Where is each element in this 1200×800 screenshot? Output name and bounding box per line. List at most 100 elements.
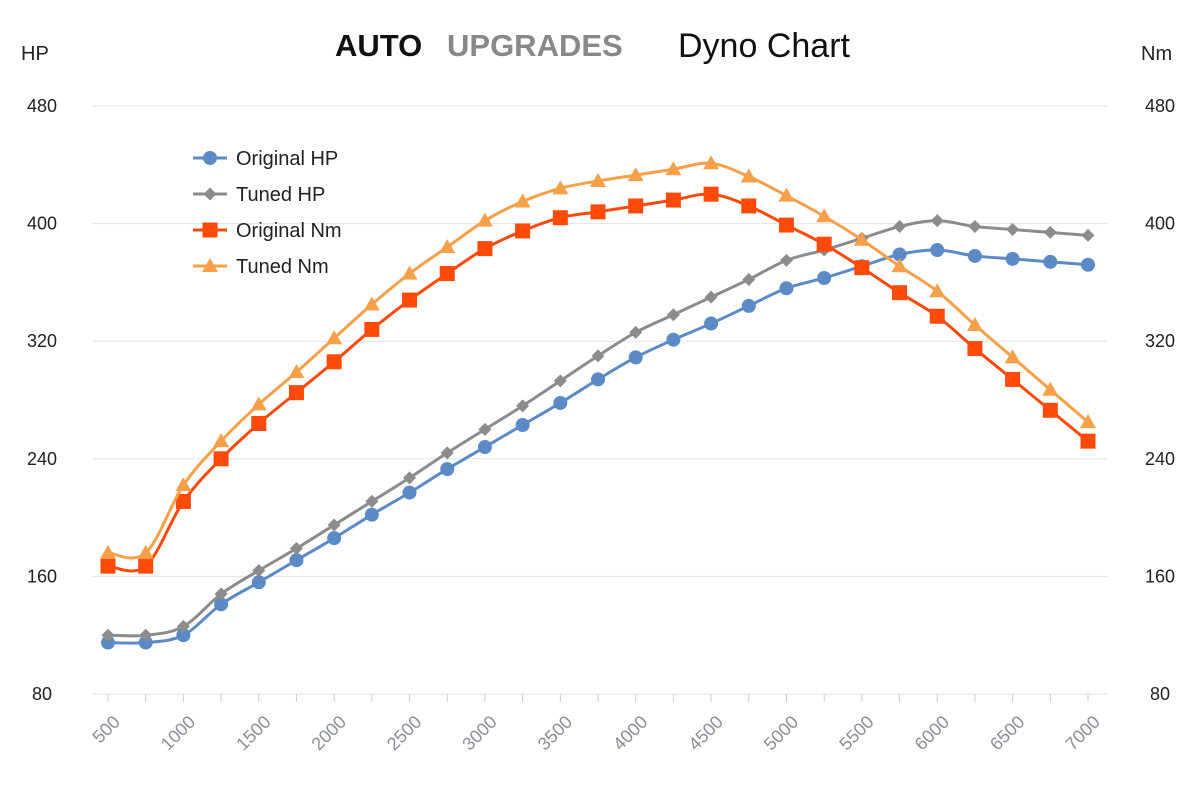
data-point-original-nm [778,217,794,233]
data-point-original-nm [1080,433,1096,449]
y-left-unit-label: HP [21,43,49,65]
x-tick-label: 4500 [684,712,726,754]
y-tick-label-right: 240 [1145,449,1175,469]
data-point-original-hp [101,635,115,650]
data-point-original-hp [477,440,492,455]
data-point-original-nm [100,558,116,574]
data-point-tuned-nm [552,180,569,195]
brand-upgrades: UPGRADES [447,28,623,63]
x-tick-label: 6000 [911,712,953,754]
data-point-original-hp [930,243,945,258]
data-point-original-hp [327,531,342,546]
data-point-original-nm [477,241,493,257]
data-point-original-nm [665,192,681,208]
data-point-original-nm [628,198,644,214]
y-tick-label-left: 240 [27,449,57,469]
x-tick-label: 5500 [835,712,877,754]
data-point-tuned-nm [175,477,192,492]
data-point-original-hp [515,417,530,432]
data-point-tuned-nm [1004,349,1021,364]
data-point-tuned-hp [930,214,944,228]
data-point-original-hp [1081,257,1095,272]
data-point-original-nm [929,308,945,324]
data-point-tuned-nm [740,168,757,183]
data-point-original-nm [138,558,154,574]
y-tick-label-left: 480 [27,96,57,116]
data-point-tuned-hp [327,518,341,532]
data-point-original-hp [138,635,153,650]
data-point-original-nm [741,198,757,214]
x-tick-layer: 500 1000 1500 2000 2500 3000 3500 4000 4500 5000 5… [88,712,1103,754]
y-tick-label-left: 320 [27,331,57,351]
data-point-tuned-nm [213,433,230,448]
data-point-tuned-hp [101,628,115,642]
data-point-original-nm [816,236,832,252]
data-point-tuned-hp [553,374,567,388]
data-point-tuned-hp [968,220,982,234]
data-point-tuned-hp [289,541,303,555]
data-point-tuned-nm [439,239,456,254]
data-point-tuned-hp [591,349,605,363]
data-point-original-hp [1043,254,1058,269]
x-tick-label: 4000 [609,712,651,754]
data-point-tuned-nm [363,296,380,311]
data-point-original-hp [440,462,455,477]
data-point-tuned-nm [891,258,908,273]
y-tick-label-right: 80 [1150,684,1170,704]
data-point-tuned-nm [966,317,983,332]
data-point-original-hp [214,597,229,612]
y-tick-label-left: 160 [27,566,57,586]
data-point-original-nm [288,385,304,401]
data-point-original-hp [892,247,907,262]
data-point-original-nm [967,341,983,357]
data-point-tuned-hp [252,564,266,578]
series-layer [100,155,1096,650]
data-point-tuned-hp [1081,228,1095,242]
legend-item-tuned-nm: Tuned Nm [193,256,329,278]
x-tick-label: 7000 [1061,712,1103,754]
data-point-original-hp [402,485,417,500]
data-point-original-hp [289,553,304,568]
data-point-original-hp [704,316,719,331]
series-original-hp [101,243,1095,650]
legend-item-original-nm: Original Nm [193,220,342,242]
data-point-tuned-nm [929,283,946,298]
data-point-tuned-hp [176,619,190,633]
data-point-original-hp [176,628,191,643]
data-point-original-hp [1005,251,1020,266]
y-tick-label-left: 400 [27,214,57,234]
x-tick-label: 1000 [157,712,199,754]
data-point-tuned-nm [288,364,305,379]
legend-label: Original HP [236,148,338,170]
legend-marker-tuned-hp [203,187,217,201]
data-point-tuned-hp [629,325,643,339]
data-point-tuned-hp [1006,222,1020,236]
data-point-tuned-hp [1043,225,1057,239]
series-original-nm [100,186,1096,574]
data-point-tuned-hp [403,471,417,485]
x-tick-label: 2000 [308,712,350,754]
x-tick-label: 3500 [534,712,576,754]
data-point-tuned-hp [214,587,228,601]
legend-marker-original-hp [203,151,217,165]
data-point-tuned-hp [365,494,379,508]
data-point-tuned-nm [100,544,116,559]
series-tuned-nm [100,155,1096,560]
data-point-tuned-nm [665,161,682,176]
data-point-tuned-nm [853,231,870,246]
y-tick-label-right: 160 [1145,566,1175,586]
legend-label: Tuned Nm [236,256,329,278]
data-point-tuned-hp [478,422,492,436]
data-point-original-nm [552,210,568,226]
data-point-tuned-nm [703,155,720,170]
data-point-tuned-nm [590,172,606,187]
data-point-tuned-hp [139,628,153,642]
y-tick-layer: 480 480 400 400 320 320 240 240 160 160 80 80 [27,96,1175,704]
x-tick-label: 3000 [458,712,500,754]
data-point-tuned-nm [401,265,418,280]
data-point-tuned-hp [704,290,718,304]
data-point-original-nm [515,223,531,239]
data-point-original-hp [779,281,794,296]
data-point-original-hp [967,248,982,263]
